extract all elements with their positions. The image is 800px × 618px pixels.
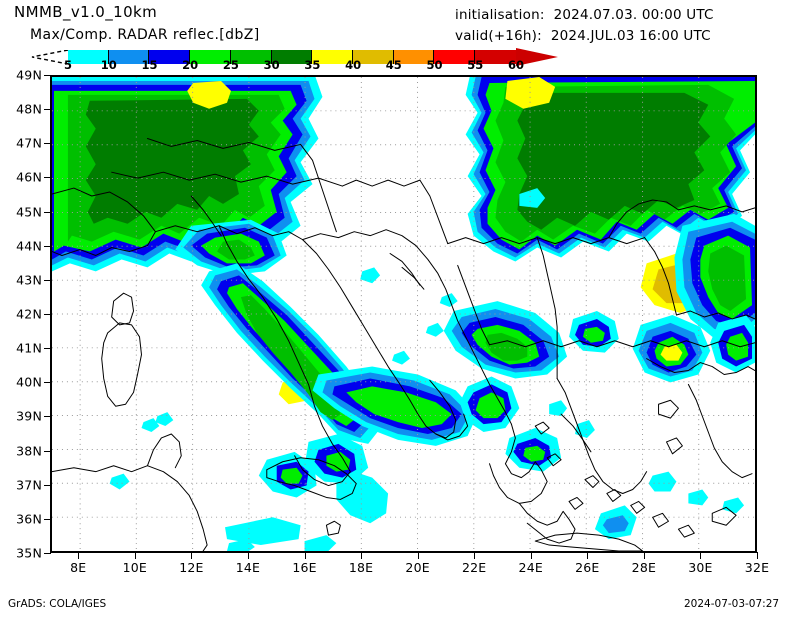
y-axis-tick-45N	[44, 211, 51, 213]
footer-attribution: GrADS: COLA/IGES	[8, 598, 107, 610]
y-axis-label-46N: 46N	[16, 169, 42, 185]
colorbar-band-55-60	[475, 50, 516, 64]
x-axis-tick-26E	[587, 552, 589, 559]
y-axis-tick-43N	[44, 279, 51, 281]
colorbar-band-30-35	[271, 50, 313, 64]
colorbar-band-40-45	[353, 50, 394, 64]
colorbar-tick-40: 40	[345, 58, 362, 72]
y-axis-tick-48N	[44, 109, 51, 111]
y-axis-label-38N: 38N	[16, 443, 42, 459]
x-axis-label-8E: 8E	[70, 560, 87, 575]
precip-tyrrhenian-tunisia	[109, 412, 337, 551]
y-axis-tick-44N	[44, 245, 51, 247]
y-axis-tick-35N	[44, 553, 51, 554]
precip-southern-italy	[258, 366, 478, 524]
product-title: Max/Comp. RADAR reflec.[dbZ]	[30, 27, 260, 43]
y-axis-label-44N: 44N	[16, 238, 42, 254]
colorbar	[68, 50, 516, 64]
colorbar-band-5-10	[68, 50, 109, 64]
x-axis-label-12E: 12E	[179, 560, 204, 575]
colorbar-band-15-20	[149, 50, 191, 64]
colorbar-tick-60: 60	[507, 58, 525, 72]
colorbar-tick-30: 30	[263, 58, 280, 72]
y-axis-tick-39N	[44, 416, 51, 418]
colorbar-tick-15: 15	[141, 58, 158, 72]
x-axis-tick-14E	[247, 552, 249, 559]
x-axis-tick-18E	[361, 552, 363, 559]
x-axis-tick-28E	[643, 552, 645, 559]
x-axis-label-26E: 26E	[575, 560, 600, 575]
model-title: NMMB_v1.0_10km	[14, 3, 158, 21]
y-axis-label-39N: 39N	[16, 408, 42, 424]
map-plot-area[interactable]	[50, 75, 757, 553]
colorbar-tick-45: 45	[385, 58, 402, 72]
y-axis-label-42N: 42N	[16, 306, 42, 322]
colorbar-tick-55: 55	[467, 58, 484, 72]
y-axis-tick-47N	[44, 143, 51, 145]
footer-timestamp: 2024-07-03-07:27	[684, 598, 780, 610]
x-axis-tick-16E	[304, 552, 306, 559]
precip-po-valley	[175, 219, 287, 276]
colorbar-band-35-40	[312, 50, 354, 64]
x-axis-tick-30E	[700, 552, 702, 559]
colorbar-tick-10: 10	[100, 58, 117, 72]
y-axis-tick-40N	[44, 382, 51, 384]
colorbar-tick-20: 20	[182, 58, 199, 72]
y-axis-label-35N: 35N	[16, 545, 42, 561]
colorbar-tick-35: 35	[304, 58, 321, 72]
precip-alpine-cluster	[52, 77, 323, 272]
y-axis-label-49N: 49N	[16, 67, 42, 83]
x-axis-tick-10E	[134, 552, 136, 559]
x-axis-tick-22E	[474, 552, 476, 559]
colorbar-tick-5: 5	[63, 58, 73, 72]
colorbar-above-maximum-arrow-icon	[516, 48, 558, 66]
x-axis-tick-20E	[417, 552, 419, 559]
colorbar-band-20-25	[190, 50, 231, 64]
y-axis-label-47N: 47N	[16, 135, 42, 151]
x-axis-label-22E: 22E	[461, 560, 487, 575]
y-axis-label-36N: 36N	[16, 511, 42, 527]
y-axis-tick-42N	[44, 314, 51, 315]
y-axis-label-41N: 41N	[16, 340, 42, 356]
y-axis-tick-36N	[44, 518, 51, 520]
initialisation-time: initialisation: 2024.07.03. 00:00 UTC	[455, 7, 714, 23]
x-axis-tick-12E	[191, 552, 193, 559]
colorbar-band-10-15	[108, 50, 150, 64]
x-axis-label-14E: 14E	[235, 560, 261, 575]
colorbar-band-45-50	[393, 50, 435, 64]
colorbar-below-minimum-arrow-icon	[31, 50, 68, 64]
y-axis-tick-38N	[44, 450, 51, 452]
y-axis-tick-37N	[44, 484, 51, 486]
y-axis-label-40N: 40N	[16, 374, 42, 390]
y-axis-label-37N: 37N	[16, 477, 42, 493]
x-axis-label-28E: 28E	[631, 560, 657, 575]
x-axis-label-32E: 32E	[744, 560, 770, 575]
x-axis-tick-24E	[530, 552, 532, 559]
x-axis-label-30E: 30E	[688, 560, 713, 575]
y-axis-tick-46N	[44, 177, 51, 179]
x-axis-label-10E: 10E	[122, 560, 148, 575]
colorbar-band-50-55	[434, 50, 476, 64]
x-axis-label-24E: 24E	[518, 560, 543, 575]
y-axis-tick-49N	[44, 75, 51, 76]
y-axis-tick-41N	[44, 348, 51, 350]
colorbar-band-25-30	[230, 50, 272, 64]
radar-reflectivity-field	[52, 77, 755, 551]
precip-eastern-romania	[674, 213, 755, 343]
valid-time: valid(+16h): 2024.JUL.03 16:00 UTC	[455, 28, 711, 44]
x-axis-label-16E: 16E	[292, 560, 317, 575]
coastline-overlay	[52, 137, 755, 551]
colorbar-tick-25: 25	[222, 58, 239, 72]
x-axis-label-20E: 20E	[405, 560, 430, 575]
x-axis-tick-8E	[78, 552, 80, 559]
y-axis-label-48N: 48N	[16, 101, 42, 117]
x-axis-label-18E: 18E	[348, 560, 374, 575]
colorbar-tick-50: 50	[426, 58, 443, 72]
y-axis-label-45N: 45N	[16, 204, 42, 220]
y-axis-label-43N: 43N	[16, 272, 42, 288]
x-axis-tick-32E	[757, 552, 758, 559]
